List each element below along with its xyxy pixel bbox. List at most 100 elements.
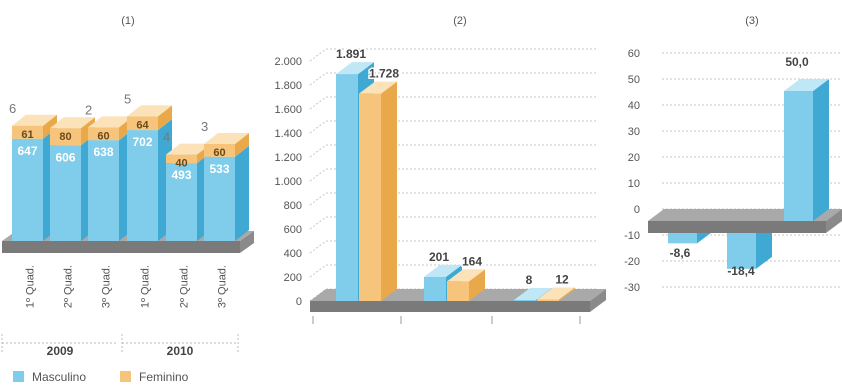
extra-label: 5 (124, 91, 131, 106)
bar-feminino-side (235, 132, 249, 157)
bar-feminino-front (537, 299, 559, 301)
bar-feminino-front (166, 154, 197, 164)
grid-diag (309, 216, 327, 230)
data-label-masculino: 606 (55, 150, 75, 164)
bar-feminino-top (537, 287, 575, 300)
data-label: 50,0 (785, 55, 809, 69)
grid-diag (309, 240, 327, 254)
bar-feminino-top (127, 105, 172, 117)
bar-feminino-side (559, 287, 575, 301)
bar-feminino-front (127, 116, 158, 131)
chart-1-floor-front (2, 241, 240, 253)
y-tick-label: 0 (296, 296, 302, 308)
bar-feminino (447, 269, 485, 301)
year-label: 2010 (167, 344, 194, 358)
data-label-masculino: 702 (132, 135, 152, 149)
extra-label: 6 (9, 101, 16, 116)
bar-masculino-front (204, 156, 235, 241)
bar-feminino-front (204, 143, 235, 157)
bar-feminino-front (447, 281, 469, 301)
y-tick-label: 800 (284, 200, 302, 212)
bar-feminino-front (12, 125, 43, 139)
chart-3-title: (3) (745, 15, 758, 27)
bar-masculino-front (336, 74, 358, 301)
grid-diag (309, 96, 327, 110)
grid-diag (309, 192, 327, 206)
bar-feminino-top (447, 269, 485, 282)
chart-2-floor-front (310, 301, 590, 312)
bar-masculino-front (166, 163, 197, 241)
data-label-feminino: 12 (555, 273, 569, 287)
legend: Masculino Feminino (13, 370, 189, 384)
bar-feminino-side (43, 114, 57, 139)
data-label-masculino: 647 (17, 144, 37, 158)
data-label-masculino: 201 (429, 250, 449, 264)
chart-2-title: (2) (453, 15, 466, 27)
bar-masculino-front (424, 276, 446, 301)
bar-masculino-top (784, 79, 829, 91)
bar-masculino-front (784, 91, 813, 221)
y-tick-label: 2.000 (274, 56, 302, 68)
bar-masculino-front (50, 145, 81, 241)
y-tick-label: 1.600 (274, 104, 302, 116)
data-label-feminino: 80 (59, 131, 71, 143)
bar-feminino (204, 132, 249, 157)
y-tick-label: 10 (628, 178, 640, 190)
y-tick-label: 1.000 (274, 176, 302, 188)
data-label-masculino: 1.891 (336, 47, 366, 61)
bar-masculino-top (514, 288, 552, 301)
bar-feminino-side (381, 81, 397, 301)
bar-masculino-side (813, 79, 829, 221)
chart-3-floor-front (648, 221, 826, 233)
data-label-feminino: 164 (462, 254, 482, 268)
grid-diag (309, 72, 327, 86)
y-tick-label: 50 (628, 74, 640, 86)
y-tick-label: -30 (624, 282, 640, 294)
bar-feminino (359, 81, 397, 301)
data-label-feminino: 60 (97, 130, 109, 142)
grid-diag (309, 168, 327, 182)
chart-1-floor-side (240, 231, 254, 253)
bar-feminino-top (166, 143, 211, 155)
bar-feminino-side (158, 105, 172, 131)
y-tick-label: -10 (624, 230, 640, 242)
data-label-masculino: 638 (93, 145, 113, 159)
data-label: -8,6 (670, 246, 691, 260)
bar-feminino (12, 114, 57, 139)
y-tick-label: -20 (624, 256, 640, 268)
legend-feminino-swatch (120, 371, 131, 382)
bar-masculino-side (235, 145, 249, 241)
extra-label: 3 (201, 119, 208, 134)
data-label-masculino: 8 (526, 273, 533, 287)
bar-masculino (784, 79, 829, 221)
data-label-masculino: 533 (209, 162, 229, 176)
y-tick-label: 1.200 (274, 152, 302, 164)
y-tick-label: 600 (284, 224, 302, 236)
grid-diag (309, 264, 327, 278)
category-label: 2º Quad. (63, 265, 75, 308)
legend-masculino-swatch (13, 371, 24, 382)
grid-diag (309, 120, 327, 134)
chart-3-floor-side (826, 209, 842, 233)
bar-masculino-top (336, 62, 374, 75)
data-label-masculino: 493 (171, 168, 191, 182)
category-label: 3º Quad. (101, 265, 113, 308)
bar-masculino-front (88, 140, 119, 241)
chart-2-floor-side (590, 289, 606, 312)
bar-feminino (127, 105, 172, 131)
y-tick-label: 1.800 (274, 80, 302, 92)
bar-feminino-front (88, 127, 119, 141)
y-tick-label: 40 (628, 100, 640, 112)
y-tick-label: 30 (628, 126, 640, 138)
data-label-feminino: 64 (136, 119, 149, 131)
bar-feminino-top (204, 132, 249, 144)
data-label-feminino: 60 (213, 147, 225, 159)
legend-feminino-label: Feminino (139, 370, 189, 384)
y-tick-label: 200 (284, 272, 302, 284)
bar-masculino-front (127, 130, 158, 241)
bar-feminino (537, 287, 575, 301)
bar-feminino-top (359, 81, 397, 94)
year-label: 2009 (47, 344, 74, 358)
bar-masculino-front (514, 300, 536, 301)
